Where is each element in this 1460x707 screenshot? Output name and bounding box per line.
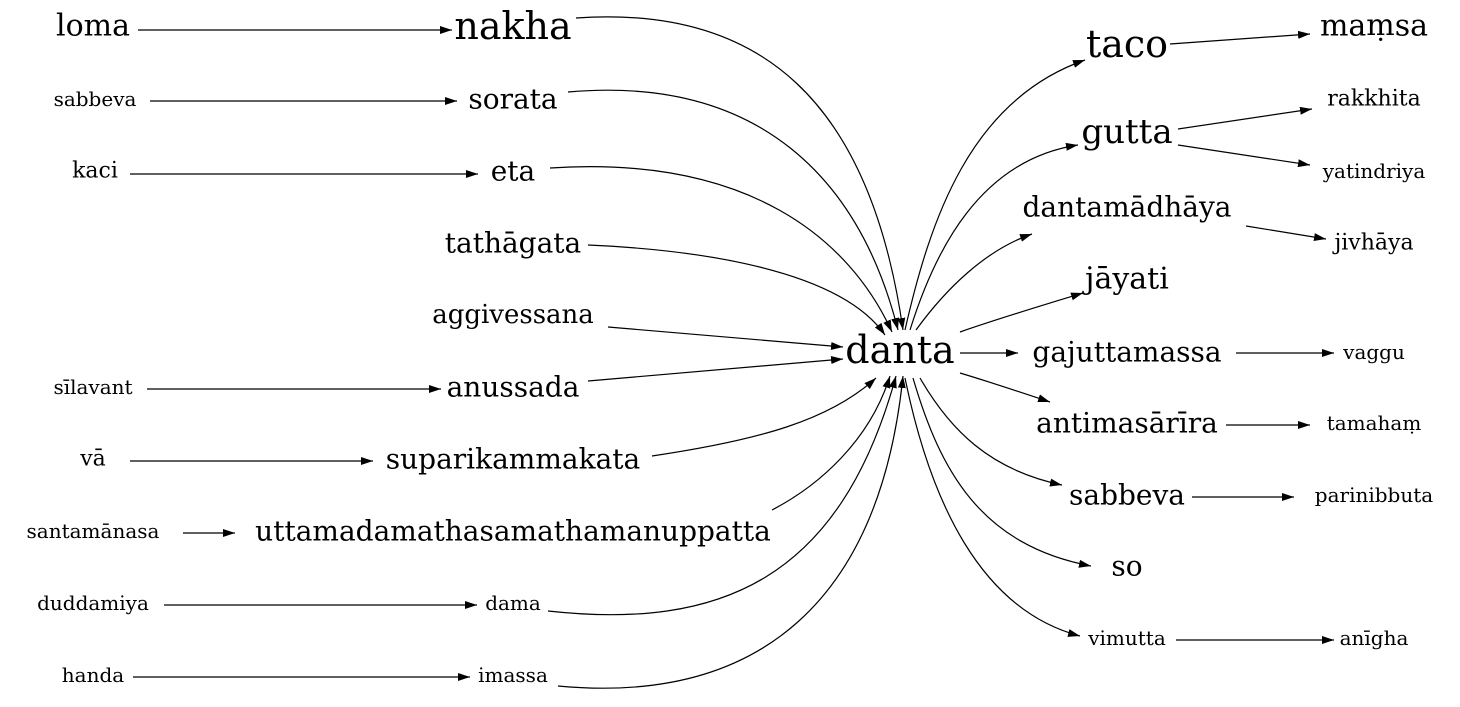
node-danta: danta	[845, 328, 954, 372]
node-eta: eta	[491, 155, 536, 188]
edge-taco-to-mamsa	[1169, 30, 1311, 45]
label-layer: danta loma nakha sabbeva sorata kaci eta tathāg…	[27, 4, 1434, 687]
edge-nakha-to-danta	[575, 16, 906, 331]
node-yatindriya: yatindriya	[1322, 159, 1426, 183]
edge-gutta-to-rakkhita	[1177, 106, 1313, 130]
node-taco: taco	[1086, 22, 1168, 66]
node-loma: loma	[56, 9, 130, 44]
edge-dantamadhaya-to-jivhaya	[1245, 225, 1327, 242]
node-dama: dama	[485, 591, 541, 615]
node-silavant: sīlavant	[53, 375, 132, 399]
node-aggivessana: aggivessana	[432, 300, 594, 330]
edge-danta-to-taco	[904, 59, 1086, 331]
edge-layer	[130, 16, 1334, 689]
edge-danta-to-vimutta	[904, 377, 1081, 637]
edge-tathagata-to-danta	[587, 244, 886, 336]
node-suparikammakata: suparikammakata	[386, 443, 640, 476]
node-tamaham: tamahaṃ	[1327, 411, 1422, 435]
edge-eta-to-danta	[549, 166, 893, 333]
node-imassa: imassa	[478, 663, 548, 687]
edge-gutta-to-yatindriya	[1177, 144, 1311, 168]
edge-suparikammakata-to-danta	[651, 377, 877, 457]
node-anigha: anīgha	[1340, 626, 1409, 650]
edge-danta-to-gutta	[909, 142, 1079, 331]
node-va: vā	[79, 447, 106, 472]
node-vimutta: vimutta	[1087, 626, 1166, 650]
node-sabbeva: sabbeva	[1069, 479, 1185, 512]
node-duddamiya: duddamiya	[37, 591, 149, 615]
edge-anussada-to-danta	[587, 356, 844, 382]
node-tathagata: tathāgata	[445, 227, 582, 260]
edge-danta-to-sabbeva	[919, 377, 1063, 487]
edge-danta-to-jayati	[959, 292, 1084, 333]
node-mamsa: maṃsa	[1320, 9, 1428, 44]
node-gutta: gutta	[1081, 112, 1172, 152]
node-kaci: kaci	[72, 159, 118, 184]
node-vaggu: vaggu	[1342, 340, 1405, 364]
edge-uttamadamathasamathamanuppatta-to-danta	[771, 375, 891, 511]
node-jayati: jāyati	[1082, 262, 1169, 297]
node-handa: handa	[62, 663, 124, 687]
node-gajuttamassa: gajuttamassa	[1032, 336, 1221, 369]
edge-dama-to-danta	[547, 375, 897, 616]
node-santamanasa: santamānasa	[27, 519, 160, 543]
node-nakha: nakha	[454, 4, 571, 48]
edge-danta-to-dantamadhaya	[915, 233, 1033, 331]
node-sabbeva: sabbeva	[54, 87, 137, 111]
node-uttamadamathasamathamanuppatta: uttamadamathasamathamanuppatta	[255, 515, 771, 548]
node-sorata: sorata	[468, 83, 557, 116]
node-dantamadhaya: dantamādhāya	[1022, 191, 1231, 224]
node-anussada: anussada	[447, 371, 580, 404]
edge-danta-to-antimasarira	[959, 372, 1051, 403]
edge-imassa-to-danta	[557, 375, 906, 689]
node-antimasarira: antimasārīra	[1036, 407, 1218, 440]
node-parinibbuta: parinibbuta	[1315, 483, 1433, 507]
edge-danta-to-so	[912, 377, 1092, 568]
edge-sorata-to-danta	[567, 89, 899, 331]
node-jivhaya: jivhāya	[1331, 231, 1413, 256]
node-rakkhita: rakkhita	[1327, 87, 1420, 112]
edge-aggivessana-to-danta	[607, 326, 844, 350]
node-so: so	[1111, 550, 1142, 583]
